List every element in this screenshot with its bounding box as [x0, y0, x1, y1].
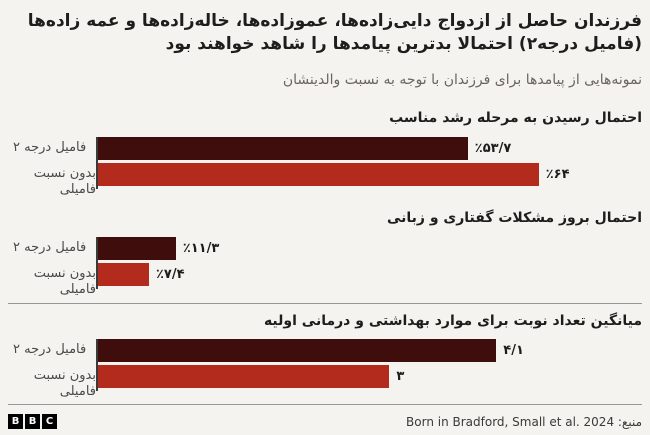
bbc-logo-block: C: [42, 414, 57, 430]
section-title: احتمال رسیدن به مرحله رشد مناسب: [389, 110, 642, 127]
bar-row: ٪۵۳/۷: [98, 136, 642, 163]
bar-value: ۴/۱: [503, 343, 524, 359]
source-label: منبع: Born in Bradford, Small et al. 202…: [406, 414, 642, 429]
bar-value: ٪۶۴: [545, 166, 570, 182]
bar-row: ٪۶۴: [98, 162, 642, 189]
page-subtitle: نمونه‌هایی از پیامدها برای فرزندان با تو…: [282, 71, 642, 88]
section-title: احتمال بروز مشکلات گفتاری و زبانی: [386, 209, 642, 226]
bar-row: ۳: [98, 365, 642, 391]
bar-label: فامیل درجه ۲: [13, 342, 87, 358]
chart-section: احتمال رسیدن به مرحله رشد مناسب فامیل در…: [8, 110, 642, 197]
bar-label: بدون نسبت فامیلی: [33, 265, 96, 297]
bar-label: بدون نسبت فامیلی: [33, 165, 96, 197]
bar: [98, 162, 539, 186]
section-title: میانگین تعداد نوبت برای موارد بهداشتی و …: [263, 312, 642, 329]
bars-column: ۴/۱ ۳: [96, 339, 642, 392]
bar: [98, 262, 149, 286]
bar: [98, 136, 468, 160]
bar-label: بدون نسبت فامیلی: [33, 368, 96, 400]
bar: [98, 339, 497, 363]
bars-column: ٪۵۳/۷ ٪۶۴: [96, 136, 642, 189]
bar-row: ۴/۱: [98, 339, 642, 365]
bar-labels-column: فامیل درجه ۲ بدون نسبت فامیلی: [8, 137, 96, 197]
bar: [98, 236, 176, 260]
bar: [98, 365, 390, 389]
bbc-logo-block: B: [25, 414, 40, 430]
section-rows: فامیل درجه ۲ بدون نسبت فامیلی ۴/۱ ۳: [8, 339, 642, 400]
chart-section: میانگین تعداد نوبت برای موارد بهداشتی و …: [8, 312, 642, 400]
section-rows: فامیل درجه ۲ بدون نسبت فامیلی ٪۵۳/۷ ٪۶۴: [8, 136, 642, 197]
bars-column: ٪۱۱/۳ ٪۷/۴: [96, 236, 642, 289]
bbc-logo-block: B: [8, 414, 23, 430]
chart-section: احتمال بروز مشکلات گفتاری و زبانی فامیل …: [8, 209, 642, 297]
bar-row: ٪۷/۴: [98, 262, 642, 289]
bar-value: ٪۵۳/۷: [474, 140, 512, 156]
bar-value: ٪۷/۴: [155, 266, 185, 282]
bar-label: فامیل درجه ۲: [13, 139, 87, 155]
page-title: فرزندان حاصل از ازدواج دایی‌زاده‌ها، عمو…: [27, 11, 642, 54]
bar-value: ۳: [396, 369, 405, 385]
bar-labels-column: فامیل درجه ۲ بدون نسبت فامیلی: [8, 237, 96, 297]
bar-value: ٪۱۱/۳: [182, 240, 220, 256]
chart-sections: احتمال رسیدن به مرحله رشد مناسب فامیل در…: [8, 110, 642, 400]
section-rows: فامیل درجه ۲ بدون نسبت فامیلی ٪۱۱/۳ ٪۷/۴: [8, 236, 642, 297]
bar-label: فامیل درجه ۲: [13, 239, 87, 255]
bar-row: ٪۱۱/۳: [98, 236, 642, 263]
section-divider: [8, 302, 642, 304]
bar-labels-column: فامیل درجه ۲ بدون نسبت فامیلی: [8, 339, 96, 400]
